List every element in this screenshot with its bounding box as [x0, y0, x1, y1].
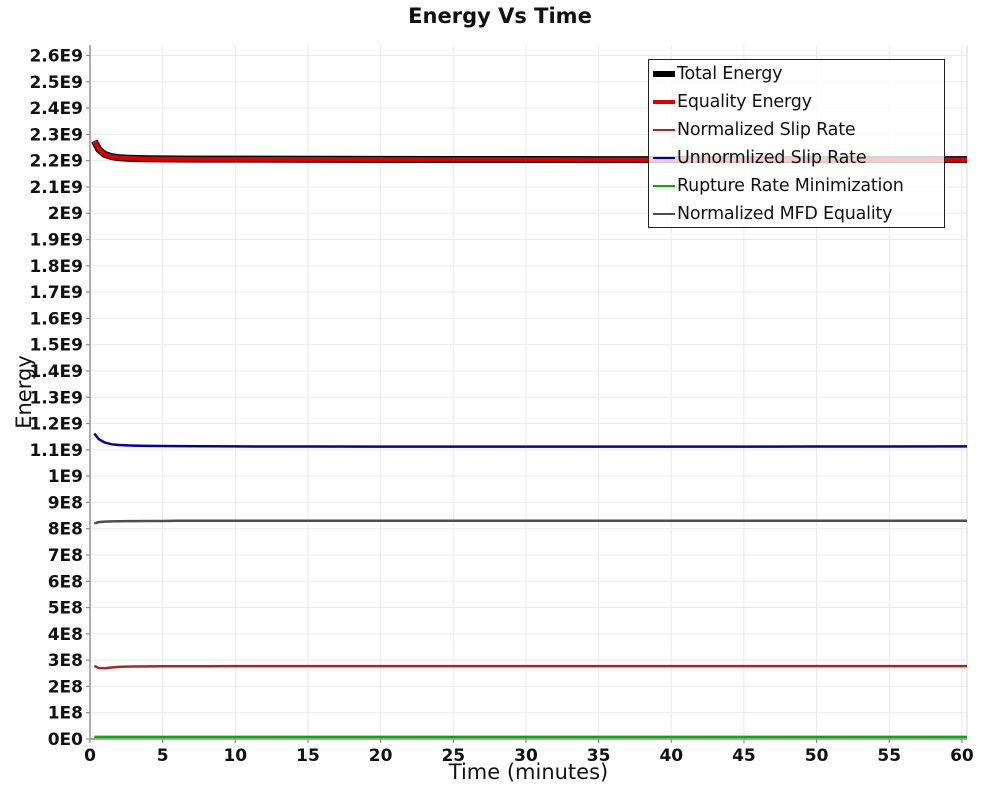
x-tick-label: 50: [805, 746, 829, 766]
y-tick-label: 6E8: [48, 572, 83, 592]
legend-row: Rupture Rate Minimization: [649, 172, 944, 200]
legend-label: Equality Energy: [677, 92, 812, 112]
legend-row: Total Energy: [649, 60, 944, 88]
legend-label: Normalized Slip Rate: [677, 120, 856, 140]
x-tick-label: 35: [587, 746, 611, 766]
y-tick-label: 1.4E9: [29, 362, 83, 382]
y-tick-label: 1.1E9: [29, 441, 83, 461]
y-tick-label: 9E8: [48, 493, 83, 513]
legend-label: Unnormlized Slip Rate: [677, 148, 867, 168]
x-tick-label: 60: [950, 746, 974, 766]
x-axis-label: Time (minutes): [448, 760, 609, 784]
x-tick-label: 40: [659, 746, 683, 766]
y-axis-label: Energy: [12, 355, 36, 429]
y-tick-label: 4E8: [48, 625, 83, 645]
x-tick-label: 20: [369, 746, 393, 766]
y-tick-label: 2.3E9: [29, 125, 83, 145]
y-tick-label: 2.1E9: [29, 178, 83, 198]
x-tick-label: 55: [877, 746, 901, 766]
y-tick-label: 7E8: [48, 546, 83, 566]
y-tick-label: 0E0: [48, 730, 83, 750]
y-tick-label: 2E8: [48, 677, 83, 697]
legend-row: Equality Energy: [649, 88, 944, 116]
series-line: [93, 519, 967, 525]
legend-label: Normalized MFD Equality: [677, 204, 893, 224]
legend-swatch-line: [653, 156, 675, 160]
y-tick-label: 2.4E9: [29, 99, 83, 119]
x-tick-label: 10: [223, 746, 247, 766]
legend-row: Unnormlized Slip Rate: [649, 144, 944, 172]
y-tick-label: 1.3E9: [29, 388, 83, 408]
x-tick-label: 5: [157, 746, 169, 766]
legend-swatch-line: [653, 212, 675, 216]
y-tick-label: 2.2E9: [29, 152, 83, 172]
x-tick-label: 30: [514, 746, 538, 766]
y-tick-label: 1.2E9: [29, 415, 83, 435]
y-tick-label: 1.9E9: [29, 231, 83, 251]
y-tick-label: 2E9: [48, 204, 83, 224]
chart-title: Energy Vs Time: [408, 4, 592, 28]
y-tick-label: 2.5E9: [29, 73, 83, 93]
x-tick-label: 25: [441, 746, 465, 766]
y-tick-label: 1.7E9: [29, 283, 83, 303]
legend-label: Total Energy: [677, 64, 783, 84]
y-tick-label: 8E8: [48, 520, 83, 540]
x-tick-label: 15: [296, 746, 320, 766]
x-tick-label: 45: [732, 746, 756, 766]
y-tick-label: 2.6E9: [29, 47, 83, 67]
y-tick-label: 5E8: [48, 599, 83, 619]
legend-swatch-line: [653, 99, 675, 105]
series-line: [93, 432, 968, 448]
y-tick-label: 1E8: [48, 704, 83, 724]
y-tick-label: 1.8E9: [29, 257, 83, 277]
legend-row: Normalized Slip Rate: [649, 116, 944, 144]
legend: Total Energy Equality Energy Normalized Sl…: [648, 59, 945, 228]
legend-row: Normalized MFD Equality: [649, 200, 944, 228]
series-line: [93, 664, 967, 670]
legend-swatch-line: [653, 128, 675, 132]
y-tick-label: 1.6E9: [29, 309, 83, 329]
x-tick-label: 0: [84, 746, 96, 766]
legend-swatch-line: [653, 71, 675, 77]
legend-swatch-line: [653, 184, 675, 188]
y-tick-label: 1E9: [48, 467, 83, 487]
legend-label: Rupture Rate Minimization: [677, 176, 904, 196]
y-tick-label: 1.5E9: [29, 336, 83, 356]
y-tick-label: 3E8: [48, 651, 83, 671]
